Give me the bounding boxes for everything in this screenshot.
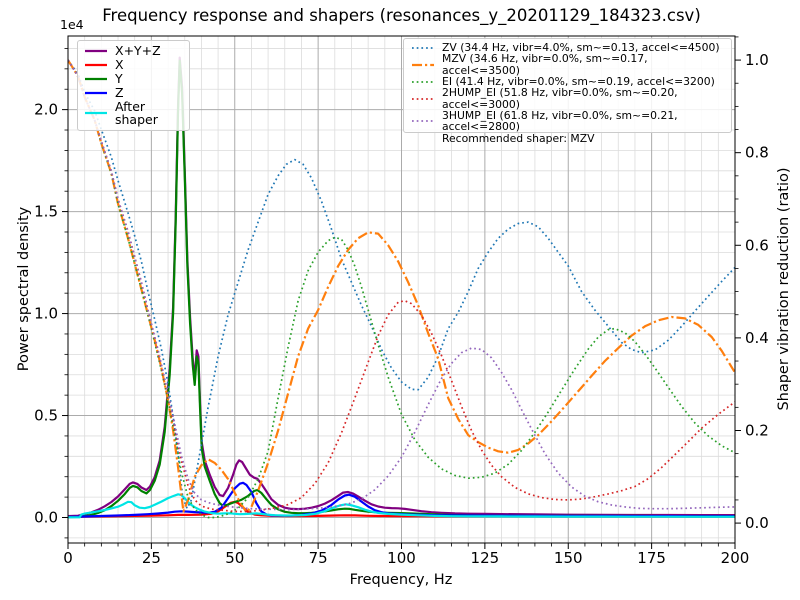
legend-item-label: 3HUMP_EI (61.8 Hz, vibr=0.0%, sm~=0.21, … [442, 108, 678, 134]
curve-ei [68, 59, 735, 519]
x-tick-label: 150 [554, 549, 583, 567]
legend-line-sample-solid [85, 63, 107, 67]
curves [68, 56, 735, 519]
y-left-tick-label: 2.0 [34, 101, 58, 119]
legend-item-label: X [115, 57, 124, 73]
legend-item-y: Y [84, 72, 183, 85]
legend-line-sample-solid [85, 91, 107, 94]
legend-line-sample-solid [85, 49, 107, 53]
legend-line-sample-dotted [412, 120, 434, 123]
x-tick-label: 100 [387, 549, 416, 567]
y-left-tick-label: 0.5 [34, 407, 58, 425]
x-axis-label: Frequency, Hz [349, 572, 453, 588]
legend-line-sample-solid [85, 77, 107, 81]
legend-item-z: Z [84, 86, 183, 99]
y-right-tick-label: 0.4 [745, 329, 769, 347]
legend-item-label: 2HUMP_EI (51.8 Hz, vibr=0.0%, sm~=0.20, … [442, 86, 678, 111]
legend-item-recommended-shaper: Recommended shaper: MZV [411, 131, 724, 145]
x-tick-label: 200 [721, 549, 750, 567]
x-tick-label: 75 [309, 549, 328, 567]
y-right-tick-label: 0.0 [745, 514, 769, 532]
y-axis-offset-text: 1e4 [60, 17, 84, 32]
legend-item-label: Recommended shaper: MZV [442, 131, 595, 145]
y-right-tick-label: 0.2 [745, 421, 769, 439]
y-right-tick-label: 0.8 [745, 144, 769, 162]
legend-item-2hump-ei: 2HUMP_EI (51.8 Hz, vibr=0.0%, sm~=0.20, … [411, 87, 724, 110]
ticks [62, 36, 741, 549]
legend-line-sample-dotted [412, 97, 434, 100]
x-tick-label: 125 [471, 549, 500, 567]
legend-line-sample-solid [85, 112, 107, 115]
legend-item-after-shaper: After shaper [84, 99, 183, 128]
curve-x-y-z [68, 56, 735, 518]
curve-mzv [68, 59, 735, 514]
legend-item-label: X+Y+Z [115, 43, 161, 59]
legend-line-sample-dashdot [412, 63, 434, 66]
legend-shapers: ZV (34.4 Hz, vibr=4.0%, sm~=0.13, accel<… [403, 38, 732, 144]
legend-psd: X+Y+Z X Y Z After shaper [77, 40, 190, 131]
legend-item-label: EI (41.4 Hz, vibr=0.0%, sm~=0.19, accel<… [442, 74, 715, 88]
curve-2hump-ei [68, 59, 735, 513]
curve-3hump-ei [68, 59, 735, 511]
y-left-tick-label: 1.0 [34, 305, 58, 323]
y-left-tick-label: 0.0 [34, 509, 58, 527]
curve-after-shaper [68, 493, 735, 519]
chart-title: Frequency response and shapers (resonanc… [102, 6, 701, 25]
y-right-tick-label: 1.0 [745, 51, 769, 69]
legend-item-ei: EI (41.4 Hz, vibr=0.0%, sm~=0.19, accel<… [411, 76, 724, 87]
legend-line-sample-dotted [412, 46, 434, 49]
curve-zv [68, 59, 735, 510]
legend-item-label: MZV (34.6 Hz, vibr=0.0%, sm~=0.17, accel… [442, 52, 648, 77]
legend-item-x: X [84, 57, 183, 73]
x-tick-label: 0 [63, 549, 73, 567]
y-left-tick-label: 1.5 [34, 203, 58, 221]
legend-item-zv: ZV (34.4 Hz, vibr=4.0%, sm~=0.13, accel<… [411, 42, 724, 53]
legend-line-sample-dotted [412, 80, 434, 83]
legend-item-x-y-z: X+Y+Z [84, 43, 183, 59]
x-tick-label: 25 [142, 549, 161, 567]
x-tick-label: 175 [637, 549, 666, 567]
legend-item-3hump-ei: 3HUMP_EI (61.8 Hz, vibr=0.0%, sm~=0.21, … [411, 110, 724, 133]
tick-labels: 0 25 50 75 100 125 150 175 200 0.0 0.5 1.0 1.5 2.0 0.0… [34, 51, 769, 567]
y-axis-label-left: Power spectral density [16, 206, 32, 372]
y-axis-label-right: Shaper vibration reduction (ratio) [776, 167, 792, 411]
legend-item-label: Y [115, 71, 123, 87]
legend-item-label: Z [115, 85, 124, 101]
legend-item-label: ZV (34.4 Hz, vibr=4.0%, sm~=0.13, accel<… [442, 41, 720, 54]
legend-item-mzv: MZV (34.6 Hz, vibr=0.0%, sm~=0.17, accel… [411, 53, 724, 76]
y-right-tick-label: 0.6 [745, 236, 769, 254]
legend-item-label: After shaper [115, 99, 158, 128]
x-tick-label: 50 [225, 549, 244, 567]
